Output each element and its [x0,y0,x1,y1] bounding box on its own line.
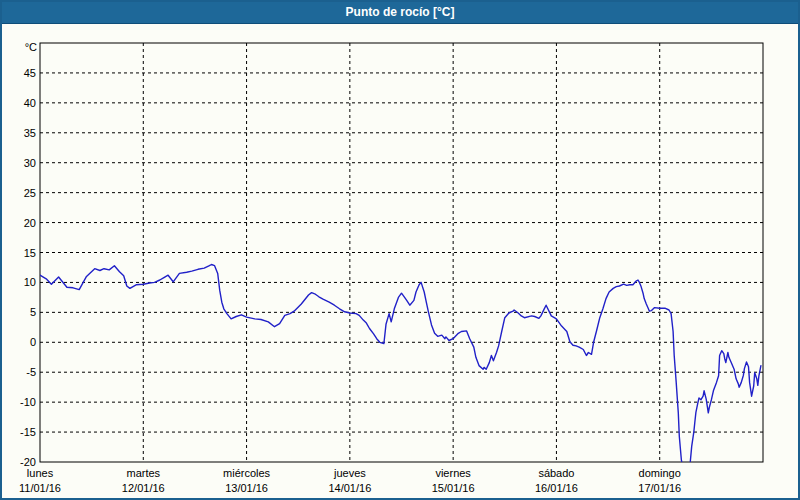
x-day-label: domingo [639,467,681,479]
chart-window: Punto de rocío [°C] 45 40 35 30 25 20 15 10 5 0 -5… [0,0,800,500]
y-tick-label: 0 [30,336,36,348]
y-tick-label: 25 [24,187,36,199]
dew-point-line [40,265,761,478]
x-date-label: 17/01/16 [638,482,681,494]
y-tick-label: 40 [24,97,36,109]
x-day-label: martes [126,467,160,479]
y-tick-label: 10 [24,276,36,288]
x-day-label: miércoles [223,467,271,479]
x-day-label: jueves [333,467,366,479]
horizontal-gridlines [40,73,763,432]
y-tick-label: -10 [20,396,36,408]
x-day-label: lunes [27,467,54,479]
y-tick-label: 20 [24,217,36,229]
x-date-label: 13/01/16 [225,482,268,494]
chart-area: 454035302520151050-5-10-15-20°Clunes11/0… [4,26,800,500]
chart-title-bar: Punto de rocío [°C] [2,2,798,24]
x-axis-labels: lunes 11/01/16 martes 12/01/16 miércoles 13/0… [19,467,681,494]
y-tick-label: -15 [20,426,36,438]
chart-title: Punto de rocío [°C] [346,5,455,19]
x-day-label: sábado [538,467,574,479]
x-date-label: 15/01/16 [432,482,475,494]
y-axis-labels: 454035302520151050-5-10-15-20 [20,67,36,468]
x-date-label: 14/01/16 [328,482,371,494]
x-date-label: 12/01/16 [122,482,165,494]
x-date-label: 16/01/16 [535,482,578,494]
y-axis-unit-label: °C [25,41,37,53]
y-tick-label: -5 [26,366,36,378]
y-tick-label: 35 [24,127,36,139]
y-tick-label: 30 [24,157,36,169]
y-tick-label: 5 [30,306,36,318]
y-tick-label: 15 [24,247,36,259]
x-date-label: 11/01/16 [19,482,61,494]
dew-point-chart: 454035302520151050-5-10-15-20°Clunes11/0… [4,26,800,500]
y-tick-label: 45 [24,67,36,79]
x-day-label: viernes [435,467,471,479]
